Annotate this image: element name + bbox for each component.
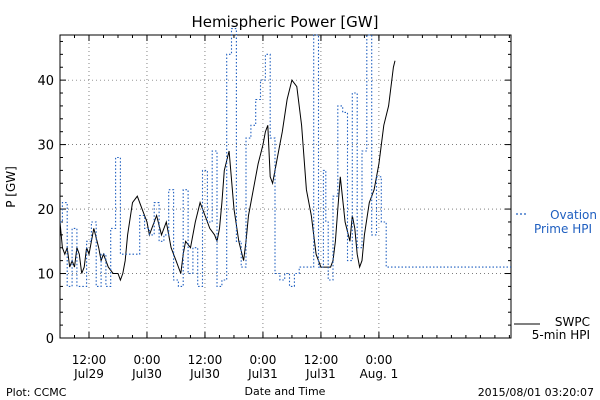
y-tick-label: 10	[37, 268, 54, 283]
legend-swpc-line1: SWPC	[555, 315, 590, 329]
x-tick-label-date: Jul31	[305, 367, 336, 381]
series-layer	[59, 28, 511, 287]
legend-swpc-line2: 5-min HPI	[532, 328, 590, 342]
footer-plot-credit: Plot: CCMC	[6, 386, 67, 399]
series-line-ovation-prime	[60, 28, 511, 287]
x-tick-label-time: 0:00	[249, 353, 276, 367]
y-tick-label: 0	[46, 332, 54, 347]
x-tick-label-time: 0:00	[134, 353, 161, 367]
grid	[60, 35, 511, 339]
x-tick-label-date: Jul31	[247, 367, 278, 381]
y-axis-label: P [GW]	[4, 166, 18, 208]
plot-frame	[59, 34, 512, 339]
x-tick-label-time: 0:00	[365, 353, 392, 367]
legend-swpc: SWPC 5-min HPI	[514, 315, 590, 342]
y-tick-label: 20	[37, 203, 54, 218]
series-line-swpc	[59, 60, 396, 282]
y-tick-label: 30	[37, 139, 54, 154]
chart-title: Hemispheric Power [GW]	[192, 13, 379, 31]
legend-ovation: Ovation Prime HPI	[516, 208, 597, 236]
y-tick-label: 40	[37, 74, 54, 89]
x-tick-label-time: 12:00	[304, 353, 339, 367]
x-tick-label-time: 12:00	[188, 353, 223, 367]
x-tick-label-date: Jul29	[73, 367, 104, 381]
x-tick-label-date: Jul30	[131, 367, 162, 381]
x-tick-label-time: 12:00	[72, 353, 107, 367]
legend-ovation-line1: Ovation	[550, 208, 597, 222]
x-axis: 12:00Jul290:00Jul3012:00Jul300:00Jul3112…	[59, 35, 510, 381]
x-axis-label: Date and Time	[245, 385, 326, 398]
legend-ovation-line2: Prime HPI	[534, 222, 592, 236]
footer-timestamp: 2015/08/01 03:20:07	[478, 386, 594, 399]
x-tick-label-date: Aug. 1	[360, 367, 399, 381]
y-axis: 0 10 20 30 40	[37, 40, 511, 347]
x-tick-label-date: Jul30	[189, 367, 220, 381]
